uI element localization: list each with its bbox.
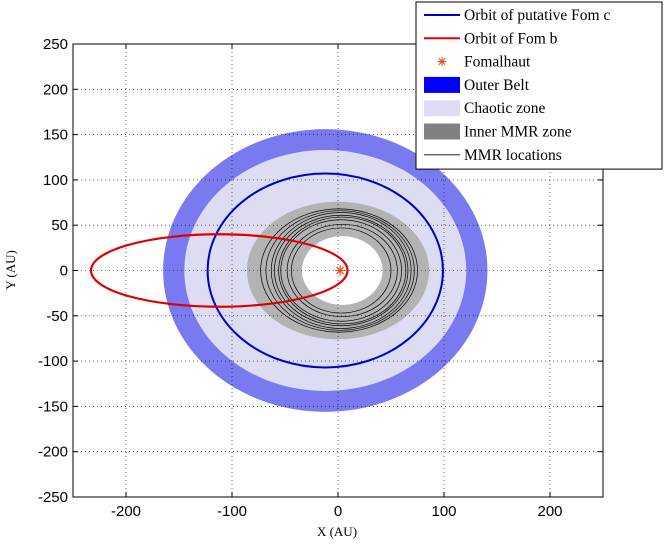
y-tick-label: 0 [60,263,68,280]
legend-swatch-patch [424,76,460,93]
mmr-location-ellipse [291,227,392,314]
y-tick-label: 50 [51,217,68,234]
orbit-fom-b [89,233,349,308]
x-tick-label: 100 [431,503,456,520]
legend-item-mmr_lines: MMR locations [424,147,562,164]
mmr-location-ellipse [270,212,412,329]
legend-label: Chaotic zone [464,100,545,117]
y-axis-title: Y (AU) [3,250,18,290]
x-tick-label: -100 [217,503,247,520]
legend-label: Fomalhaut [464,54,531,71]
legend-label: Orbit of putative Fom c [464,7,610,24]
legend-item-fom_b: Orbit of Fom b [424,30,558,47]
mmr-location-ellipse [274,214,409,327]
y-tick-label: -250 [38,489,68,506]
legend-label: Orbit of Fom b [464,30,558,47]
y-tick-label: -100 [38,353,68,370]
mmr-location-ellipse [280,219,402,322]
ticks-layer: -200 -100 0 100 200 250 200 150 100 50 0 -50 -100 -15… [38,36,603,520]
y-tick-label: 200 [43,81,68,98]
legend: Orbit of putative Fom c Orbit of Fom b Fom… [415,1,663,170]
x-tick-label: -200 [111,503,141,520]
x-axis-title: X (AU) [317,524,357,539]
mmr-location-ellipse [260,208,418,333]
legend-item-outer_belt: Outer Belt [424,76,530,94]
orbit-fom-c [206,172,444,369]
legend-item-star: Fomalhaut [437,54,531,71]
mmr-layer [260,208,418,333]
orbits-layer [89,172,444,369]
legend-swatch-patch [424,100,460,117]
legend-swatch-patch [424,123,460,140]
x-tick-label: 0 [334,503,342,520]
mmr-location-ellipse [265,210,415,331]
legend-label: MMR locations [464,147,562,164]
fomalhaut-marker [335,265,346,276]
mmr-location-ellipse [278,216,407,325]
legend-label: Outer Belt [464,77,530,94]
legend-item-chaotic: Chaotic zone [424,100,545,117]
x-tick-label: 200 [537,503,562,520]
y-tick-label: 150 [43,127,68,144]
y-tick-label: 250 [43,36,68,53]
legend-item-fom_c: Orbit of putative Fom c [424,7,610,24]
mmr-location-ellipse [286,223,398,318]
y-tick-label: 100 [43,172,68,189]
y-tick-label: -50 [46,308,68,325]
y-tick-label: -200 [38,444,68,461]
fomalhaut-asterisk-stroke [336,266,345,275]
legend-label: Inner MMR zone [464,124,572,141]
legend-item-inner_mmr: Inner MMR zone [424,123,572,141]
legend-swatch-asterisk [438,58,446,66]
y-tick-label: -150 [38,398,68,415]
